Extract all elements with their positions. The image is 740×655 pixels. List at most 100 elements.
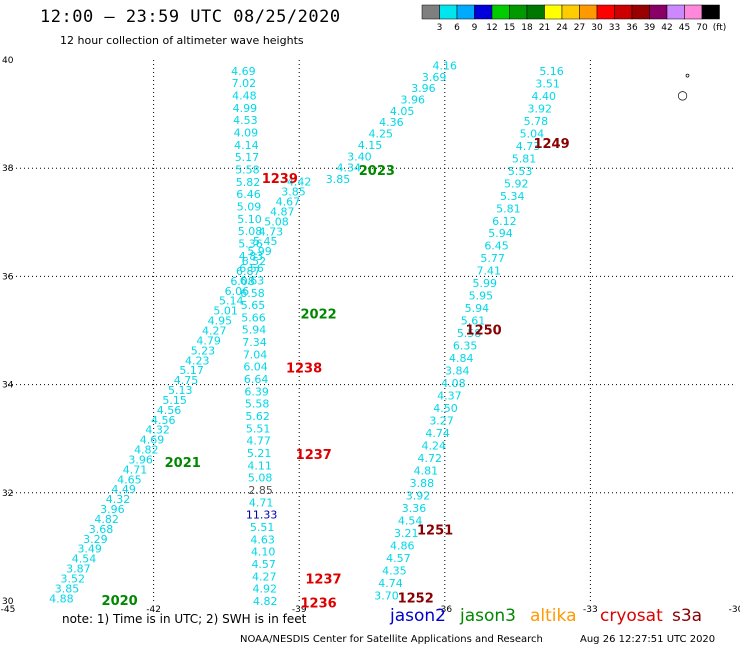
wave-height-value: 4.54 (72, 553, 97, 566)
wave-height-value: 3.68 (89, 523, 114, 536)
wave-height-value: 3.70 (374, 590, 399, 603)
wave-height-value: 5.58 (235, 163, 260, 176)
wave-height-value: 4.65 (117, 473, 142, 486)
wave-height-value: 3.92 (406, 490, 431, 503)
wave-height-value: 6.87 (236, 265, 261, 278)
wave-height-value: 4.84 (449, 352, 474, 365)
wave-height-value: 7.04 (243, 348, 268, 361)
color-scale-swatch (491, 4, 510, 20)
wave-height-value: 4.15 (358, 139, 383, 152)
y-tick-label: 40 (2, 56, 14, 66)
wave-height-value: 4.08 (441, 377, 466, 390)
wave-height-value: 4.73 (516, 140, 541, 153)
color-scale-label: 45 (679, 23, 690, 33)
wave-height-value: 3.96 (411, 82, 436, 95)
satellite-legend-item: altika (530, 606, 577, 626)
wave-height-value: 3.92 (528, 102, 553, 115)
wave-height-value: 3.96 (128, 453, 153, 466)
wave-height-value: 5.36 (238, 237, 263, 250)
wave-height-value: 4.05 (390, 105, 415, 118)
wave-height-value: 3.40 (347, 150, 372, 163)
color-scale-label: 6 (454, 23, 460, 33)
wave-height-value: 4.24 (421, 440, 446, 453)
pass-label: 1237 (305, 572, 341, 587)
wave-height-value: 3.49 (77, 543, 102, 556)
wave-height-value: 3.52 (60, 572, 85, 585)
wave-height-value: 5.92 (504, 177, 529, 190)
wave-height-value: 4.34 (336, 162, 361, 175)
color-scale-swatch (526, 4, 545, 20)
wave-height-value: 5.94 (465, 302, 490, 315)
wave-height-value: 5.94 (488, 227, 513, 240)
wave-height-value: 5.78 (524, 115, 549, 128)
wave-height-value: 4.57 (251, 558, 276, 571)
wave-height-value: 4.87 (270, 205, 295, 218)
color-scale-label: 21 (539, 23, 550, 33)
wave-height-value: 5.01 (213, 305, 238, 318)
wave-height-value: 5.62 (245, 410, 270, 423)
wave-height-value: 5.94 (242, 324, 267, 337)
wave-height-value: 4.36 (379, 116, 404, 129)
wave-height-value: 4.23 (185, 354, 210, 367)
color-scale-swatch (456, 4, 475, 20)
wave-height-value: 5.65 (241, 299, 266, 312)
wave-height-value: 5.09 (237, 200, 262, 213)
pass-label: 1250 (466, 324, 502, 339)
wave-height-value: 3.96 (100, 503, 125, 516)
color-scale-label: 24 (556, 23, 568, 33)
wave-height-value: 4.95 (208, 315, 233, 328)
wave-height-value: 4.82 (253, 595, 278, 608)
color-scale-label: 9 (472, 23, 478, 33)
wave-height-value: 6.64 (244, 373, 269, 386)
pass-label: 2021 (165, 456, 201, 471)
color-scale-label: 12 (486, 23, 497, 33)
wave-height-value: 4.72 (418, 452, 443, 465)
wave-height-value: 6.12 (492, 215, 517, 228)
y-tick-label: 38 (2, 164, 14, 174)
wave-height-value: 4.09 (234, 126, 259, 139)
wave-height-value: 4.14 (234, 139, 259, 152)
wave-height-value: 5.10 (237, 213, 262, 226)
footer-timestamp: Aug 26 12:27:51 UTC 2020 (580, 634, 716, 645)
wave-height-value: 4.71 (123, 463, 148, 476)
x-tick-label: -45 (1, 605, 16, 615)
wave-height-value: 4.67 (276, 196, 301, 209)
color-scale-label: 27 (574, 23, 585, 33)
wave-height-value: 5.82 (236, 176, 261, 189)
wave-height-value: 5.15 (162, 394, 187, 407)
wave-height-value: 5.61 (461, 315, 486, 328)
color-scale-swatch (649, 4, 668, 20)
wave-height-value: 5.81 (496, 202, 521, 215)
wave-height-value: 5.04 (520, 127, 545, 140)
wave-height-value: 6.08 (230, 275, 255, 288)
y-tick-label: 34 (2, 381, 14, 391)
color-scale-label: 18 (521, 23, 533, 33)
wave-height-value: 4.88 (49, 592, 74, 605)
color-scale-swatch (614, 4, 633, 20)
wave-height-value: 4.99 (233, 102, 258, 115)
pass-label: 2020 (102, 594, 138, 609)
color-scale-label: 3 (437, 23, 443, 33)
wave-height-value: 4.48 (232, 89, 257, 102)
wave-height-value: 3.21 (394, 527, 419, 540)
wave-height-value: 4.79 (196, 334, 221, 347)
wave-height-value: 4.69 (231, 65, 256, 78)
wave-height-value: 3.29 (83, 533, 108, 546)
wave-height-value: 5.58 (245, 398, 270, 411)
wave-height-value: 5.17 (179, 364, 204, 377)
wave-height-value: 4.54 (398, 515, 423, 528)
wave-height-value: 4.63 (250, 533, 275, 546)
color-scale-swatch (579, 4, 598, 20)
wave-height-value: 6.46 (236, 188, 261, 201)
wave-height-value: 6.56 (239, 262, 264, 275)
color-scale-swatch (701, 4, 720, 20)
wave-height-value: 4.27 (202, 325, 227, 338)
color-scale-label: 30 (591, 23, 603, 33)
y-tick-label: 32 (2, 489, 13, 499)
footer-credit: NOAA/NESDIS Center for Satellite Applica… (240, 634, 543, 645)
satellite-legend-item: jason3 (460, 606, 516, 626)
wave-height-value: 3.85 (326, 173, 351, 186)
x-tick-label: -33 (583, 605, 598, 615)
wave-height-value: 5.34 (500, 190, 525, 203)
